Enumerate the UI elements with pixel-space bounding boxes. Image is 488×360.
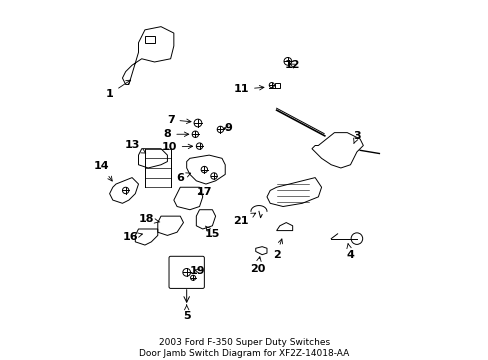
Bar bbox=[144, 36, 154, 43]
Text: 2: 2 bbox=[272, 239, 282, 260]
Text: 17: 17 bbox=[196, 187, 212, 197]
Text: 10: 10 bbox=[161, 142, 192, 152]
Text: 20: 20 bbox=[249, 257, 264, 274]
Text: 12: 12 bbox=[285, 60, 300, 70]
Text: 8: 8 bbox=[163, 129, 188, 139]
Text: 15: 15 bbox=[204, 226, 220, 239]
Text: 14: 14 bbox=[94, 161, 112, 181]
Text: 21: 21 bbox=[233, 213, 255, 226]
Text: 4: 4 bbox=[346, 244, 354, 260]
Text: 9: 9 bbox=[224, 123, 232, 133]
Text: 2003 Ford F-350 Super Duty Switches
Door Jamb Switch Diagram for XF2Z-14018-AA: 2003 Ford F-350 Super Duty Switches Door… bbox=[139, 338, 349, 357]
Text: 18: 18 bbox=[139, 214, 160, 224]
Text: 16: 16 bbox=[122, 232, 142, 242]
Text: 6: 6 bbox=[176, 172, 190, 183]
Text: 13: 13 bbox=[124, 140, 145, 153]
Text: 11: 11 bbox=[233, 84, 264, 94]
Text: 1: 1 bbox=[105, 80, 130, 99]
Text: 5: 5 bbox=[183, 305, 190, 321]
Text: 7: 7 bbox=[166, 115, 191, 125]
Text: 19: 19 bbox=[190, 266, 205, 276]
Text: 3: 3 bbox=[352, 131, 360, 144]
